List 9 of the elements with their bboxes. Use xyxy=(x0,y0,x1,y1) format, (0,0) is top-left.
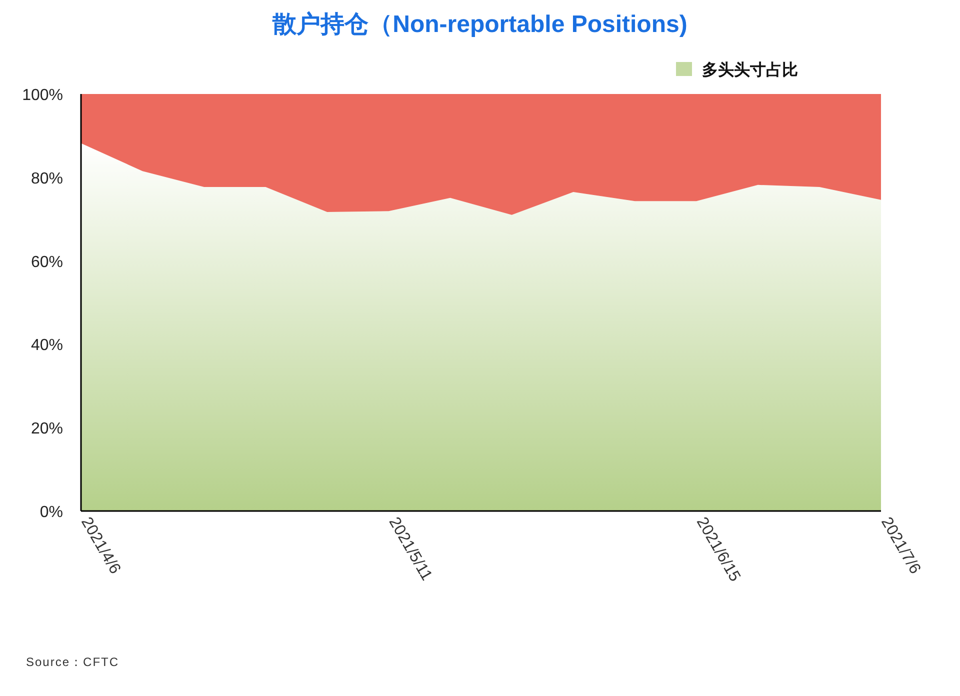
y-tick-label: 100% xyxy=(22,87,63,104)
y-tick-label: 0% xyxy=(40,504,63,521)
y-tick-label: 20% xyxy=(30,420,63,438)
y-tick-label: 60% xyxy=(30,254,63,271)
legend-label: 多头头寸占比 xyxy=(702,61,798,79)
y-tick-label: 80% xyxy=(30,170,63,188)
source-note: Source：CFTC xyxy=(26,655,120,669)
y-tick-label: 40% xyxy=(30,337,63,354)
chart-title: 散户持仓（Non-reportable Positions) xyxy=(272,11,688,38)
